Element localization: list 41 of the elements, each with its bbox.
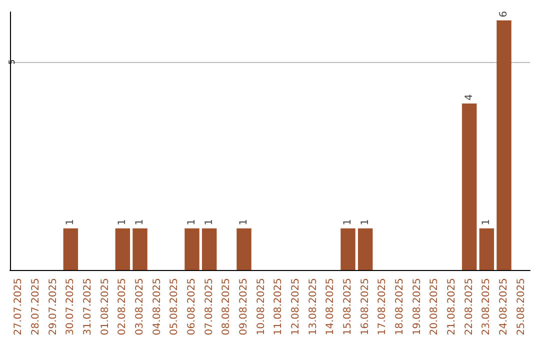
x-tick-label: 13.08.2025	[308, 278, 319, 336]
data-label: 1	[204, 219, 215, 226]
x-tick-label: 09.08.2025	[238, 278, 250, 336]
x-tick-label: 08.08.2025	[221, 278, 232, 336]
x-tick-label: 20.08.2025	[429, 278, 440, 336]
x-tick-label: 18.08.2025	[394, 278, 406, 336]
x-tick-label: 31.07.2025	[82, 278, 94, 336]
x-tick-label: 17.08.2025	[377, 278, 388, 336]
x-tick-label: 28.07.2025	[30, 278, 42, 336]
x-tick-label: 22.08.2025	[464, 278, 475, 336]
x-tick-label: 15.08.2025	[342, 278, 354, 336]
x-tick-label: 02.08.2025	[117, 278, 128, 336]
data-label: 1	[238, 219, 250, 226]
x-tick-label: 07.08.2025	[204, 278, 215, 336]
x-tick-label: 01.08.2025	[100, 278, 111, 336]
x-tick-label: 29.07.2025	[48, 278, 59, 336]
data-label: 1	[186, 219, 198, 226]
data-label: 1	[342, 219, 354, 226]
x-tick-label: 04.08.2025	[152, 278, 163, 336]
x-tick-label: 27.07.2025	[13, 278, 24, 336]
x-tick-label: 19.08.2025	[412, 278, 423, 336]
x-tick-label: 24.08.2025	[498, 278, 510, 336]
data-label: 1	[134, 219, 146, 226]
data-label: 1	[360, 219, 371, 226]
x-tick-label: 16.08.2025	[360, 278, 371, 336]
data-label: 6	[498, 10, 510, 18]
data-label: 4	[464, 94, 475, 101]
data-label: 1	[481, 219, 492, 226]
x-tick-label: 21.08.2025	[446, 278, 458, 336]
x-tick-label: 12.08.2025	[290, 278, 302, 336]
x-tick-label: 11.08.2025	[273, 278, 284, 336]
x-tick-label: 03.08.2025	[134, 278, 146, 336]
x-tick-label: 25.08.2025	[516, 278, 527, 336]
data-label: 1	[65, 219, 76, 226]
x-tick-label: 30.07.2025	[65, 278, 76, 336]
x-tick-label: 14.08.2025	[325, 278, 336, 336]
x-tick-label: 10.08.2025	[256, 278, 267, 336]
x-tick-label: 05.08.2025	[169, 278, 180, 336]
x-tick-label: 06.08.2025	[186, 278, 198, 336]
x-tick-label: 23.08.2025	[481, 278, 492, 336]
data-label: 1	[117, 219, 128, 226]
